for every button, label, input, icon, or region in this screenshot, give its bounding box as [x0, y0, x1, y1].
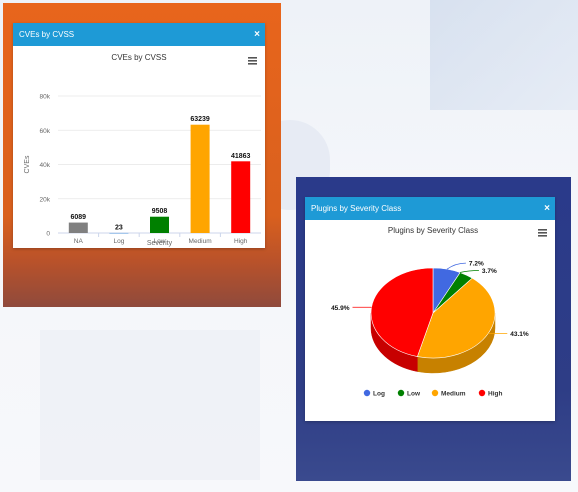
background-decoration	[430, 0, 578, 110]
data-label: 3.7%	[482, 268, 497, 275]
x-tick-label: NA	[74, 238, 84, 245]
hamburger-menu-icon[interactable]	[248, 57, 257, 65]
x-axis-title: Severity	[147, 240, 173, 247]
background-decoration	[40, 330, 260, 480]
x-tick-label: Medium	[189, 238, 212, 245]
data-label: 7.2%	[469, 261, 484, 268]
data-label-connector	[459, 270, 479, 273]
widget-header: Plugins by Severity Class ×	[305, 197, 555, 220]
pie-chart: Plugins by Severity Class 7.2%3.7% 43.1% 4…	[331, 226, 547, 398]
plugins-by-severity-widget: Plugins by Severity Class × Plugins by S…	[305, 197, 555, 421]
widget-title: CVEs by CVSS	[19, 30, 75, 39]
bar[interactable]	[190, 124, 210, 233]
widget-header: CVEs by CVSS ×	[13, 23, 265, 46]
data-label: 9508	[152, 208, 168, 215]
legend-marker[interactable]	[478, 389, 486, 397]
legend-marker[interactable]	[363, 389, 371, 397]
hamburger-menu-icon[interactable]	[538, 229, 547, 237]
chart-title: CVEs by CVSS	[111, 53, 166, 62]
bar[interactable]	[231, 161, 251, 233]
chart-title: Plugins by Severity Class	[388, 226, 478, 235]
legend-item-label[interactable]: High	[488, 391, 502, 398]
legend-item-label[interactable]: Log	[373, 391, 385, 398]
y-tick-label: 80k	[40, 94, 51, 101]
x-tick-label: Log	[113, 238, 124, 245]
y-axis-title: CVEs	[24, 155, 31, 173]
data-label-connector	[446, 262, 466, 270]
widget-title: Plugins by Severity Class	[311, 204, 402, 213]
legend-marker[interactable]	[431, 389, 439, 397]
close-icon[interactable]: ×	[254, 29, 260, 40]
data-label: 6089	[71, 214, 87, 221]
bar[interactable]	[68, 222, 88, 233]
legend-item-label[interactable]: Low	[407, 391, 421, 398]
x-tick-label: Low	[154, 238, 166, 245]
data-label: 43.1%	[510, 331, 529, 338]
close-icon[interactable]: ×	[544, 203, 550, 214]
data-label: 45.9%	[331, 305, 350, 312]
y-tick-label: 40k	[40, 162, 51, 169]
y-tick-label: 20k	[40, 196, 51, 203]
legend-item-label[interactable]: Medium	[441, 391, 466, 398]
data-label: 63239	[190, 116, 210, 123]
bar[interactable]	[150, 216, 169, 233]
y-tick-label: 0	[46, 231, 50, 238]
x-tick-label: High	[234, 238, 248, 245]
data-label: 23	[115, 224, 123, 231]
pie-slice[interactable]	[416, 277, 496, 359]
bar-chart: CVEs by CVSS 0 20k 40k 60k 80k 6089 NA 23 Log 950…	[24, 53, 261, 247]
legend-marker[interactable]	[397, 389, 405, 397]
cves-by-cvss-widget: CVEs by CVSS × CVEs by CVSS 0 20k 40k 60k 80…	[13, 23, 265, 248]
data-label: 41863	[231, 153, 251, 160]
y-tick-label: 60k	[40, 128, 51, 135]
